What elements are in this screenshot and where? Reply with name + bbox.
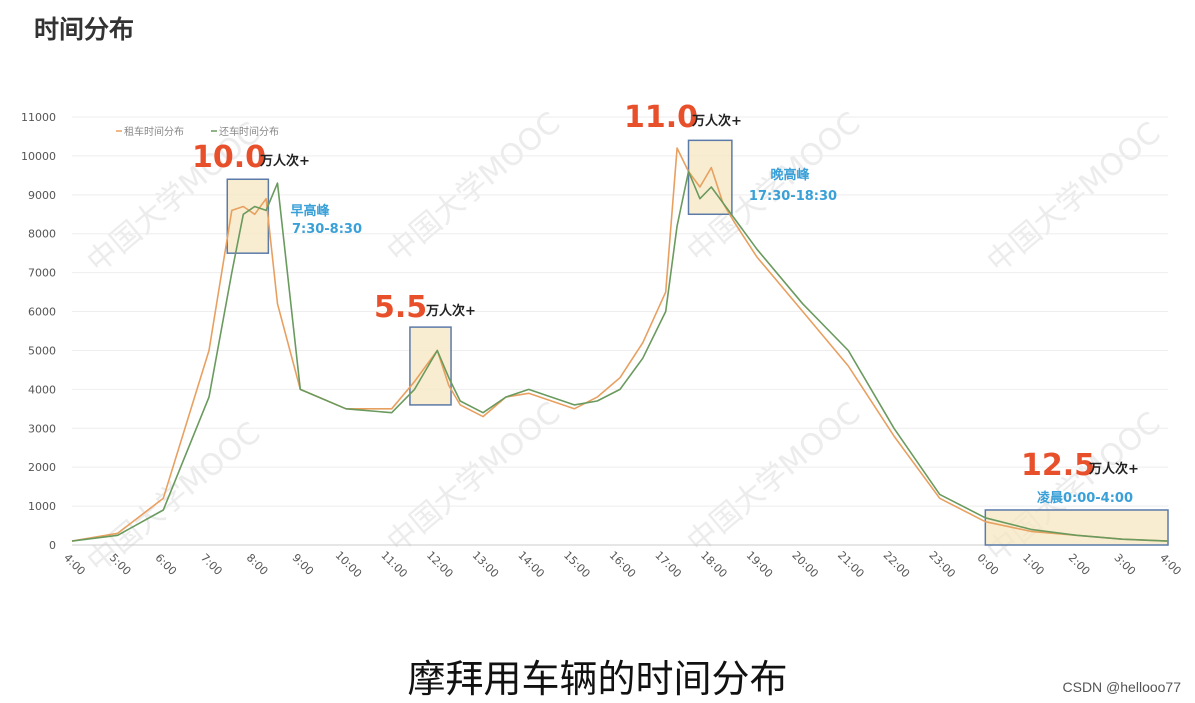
- x-tick-label: 13:00: [470, 549, 502, 581]
- watermark-text: 中国大学MOOC: [81, 416, 267, 580]
- peak-unit: 万人次+: [691, 113, 742, 129]
- x-tick-label: 20:00: [789, 549, 821, 581]
- peak-unit: 万人次+: [425, 303, 476, 319]
- y-tick-label: 3000: [28, 422, 56, 435]
- x-tick-label: 19:00: [744, 549, 776, 581]
- legend: 租车时间分布 还车时间分布: [116, 125, 279, 138]
- legend-label: 还车时间分布: [219, 125, 279, 138]
- x-tick-label: 22:00: [881, 549, 913, 581]
- series-line-0: [71, 147, 1169, 542]
- x-tick-label: 21:00: [835, 549, 867, 581]
- credit-text: CSDN @hellooo77: [1062, 679, 1182, 695]
- x-tick-label: 10:00: [333, 549, 365, 581]
- annotations: 10.0万人次+早高峰7:30-8:305.5万人次+11.0万人次+晚高峰17…: [192, 100, 1139, 506]
- x-tick-label: 6:00: [152, 551, 179, 578]
- x-tick-label: 15:00: [561, 549, 593, 581]
- y-tick-label: 7000: [28, 267, 56, 280]
- time-distribution-chart: 中国大学MOOC 中国大学MOOC 中国大学MOOC 中国大学MOOC 中国大学MOOC…: [21, 100, 1184, 581]
- highlight-box: [687, 139, 733, 216]
- chart-container: 中国大学MOOC 中国大学MOOC 中国大学MOOC 中国大学MOOC 中国大学MOOC…: [0, 55, 1195, 600]
- y-tick-label: 2000: [28, 461, 56, 474]
- peak-value: 5.5: [374, 290, 427, 325]
- watermark-layer: 中国大学MOOC 中国大学MOOC 中国大学MOOC 中国大学MOOC 中国大学MOOC…: [81, 106, 1167, 580]
- y-tick-label: 6000: [28, 306, 56, 319]
- y-tick-label: 9000: [28, 189, 56, 202]
- x-tick-label: 4:00: [1157, 551, 1184, 578]
- x-tick-label: 2:00: [1066, 551, 1093, 578]
- x-tick-label: 7:00: [198, 551, 225, 578]
- figure-caption: 摩拜用车辆的时间分布: [407, 657, 788, 701]
- peak-unit: 万人次+: [259, 153, 310, 169]
- page-title: 时间分布: [34, 15, 135, 44]
- peak-unit: 万人次+: [1088, 461, 1139, 477]
- x-tick-label: 16:00: [607, 549, 639, 581]
- x-tick-label: 14:00: [515, 549, 547, 581]
- x-tick-label: 3:00: [1111, 551, 1138, 578]
- peak-time-range: 凌晨0:00-4:00: [1037, 490, 1133, 506]
- y-axis: 0 1000 2000 3000 4000 5000 6000 7000 8000 9000 100…: [21, 111, 56, 552]
- watermark-text: 中国大学MOOC: [381, 106, 567, 270]
- x-tick-label: 8:00: [244, 551, 271, 578]
- y-tick-label: 4000: [28, 383, 56, 396]
- legend-label: 租车时间分布: [124, 125, 184, 138]
- peak-value: 12.5: [1021, 448, 1095, 483]
- peak-label: 晚高峰: [770, 167, 810, 183]
- highlight-box: [409, 326, 452, 406]
- y-tick-label: 11000: [21, 111, 56, 124]
- peak-time-range: 17:30-18:30: [749, 189, 837, 204]
- x-tick-label: 23:00: [926, 549, 958, 581]
- peak-value: 10.0: [192, 140, 266, 175]
- x-tick-label: 17:00: [652, 549, 684, 581]
- series-lines: [71, 147, 1169, 542]
- x-tick-label: 1:00: [1020, 551, 1047, 578]
- y-tick-label: 5000: [28, 344, 56, 357]
- watermark-text: 中国大学MOOC: [981, 116, 1167, 280]
- y-tick-label: 0: [49, 539, 56, 552]
- peak-label: 早高峰: [290, 203, 330, 219]
- x-tick-label: 12:00: [424, 549, 456, 581]
- peak-time-range: 7:30-8:30: [292, 222, 362, 237]
- y-tick-label: 10000: [21, 150, 56, 163]
- peak-value: 11.0: [624, 100, 698, 135]
- y-tick-label: 8000: [28, 228, 56, 241]
- watermark-text: 中国大学MOOC: [681, 396, 867, 560]
- x-tick-label: 18:00: [698, 549, 730, 581]
- x-tick-label: 9:00: [289, 551, 316, 578]
- highlight-boxes: [226, 139, 1169, 546]
- watermark-text: 中国大学MOOC: [381, 396, 567, 560]
- series-line-1: [71, 170, 1169, 542]
- highlight-box: [226, 178, 270, 254]
- y-tick-label: 1000: [28, 500, 56, 513]
